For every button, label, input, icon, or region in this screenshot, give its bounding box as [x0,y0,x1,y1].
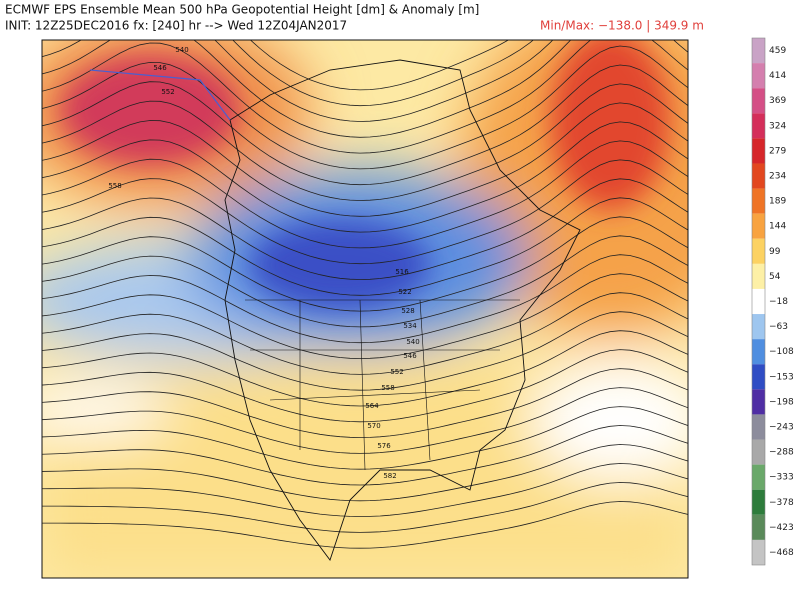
contour [42,64,688,186]
colorbar-label: 144 [769,222,786,232]
colorbar-swatch [752,213,765,239]
contour [42,40,554,122]
contour-label: 576 [377,442,391,450]
colorbar-swatch [752,464,765,490]
contour [42,444,688,502]
contour [42,292,688,375]
contour [42,463,688,518]
contour [42,40,688,138]
colorbar-swatch [752,314,765,340]
contour [42,330,688,407]
contour [42,254,688,344]
contour [42,178,688,280]
coastline [224,59,581,561]
colorbar-label: 189 [769,197,786,207]
colorbar-swatch [752,288,765,315]
colorbar-label: 414 [769,71,786,81]
colorbar-swatch [752,539,765,565]
contour [42,159,688,265]
colorbar-swatch [752,489,765,515]
contour [42,45,688,170]
colorbar-label: −243 [769,422,794,432]
colorbar-label: 234 [769,172,786,182]
colorbar-label: −468 [769,548,794,558]
colorbar-swatch [752,339,765,365]
colorbar-label: 54 [769,272,781,282]
contour-label: 540 [175,46,188,54]
contour [42,216,688,312]
colorbar-swatch [752,263,765,289]
contour [42,140,688,249]
contour-label: 516 [395,268,409,276]
contour [249,40,510,91]
colorbar-label: −423 [769,523,794,533]
colorbar-label: −378 [769,498,794,508]
contour-label: 558 [381,384,394,392]
contour-label: 552 [161,88,174,96]
colorbar-swatch [752,163,765,189]
contour-label: 564 [365,402,379,410]
contour [42,387,688,454]
colorbar-label: −63 [769,322,788,332]
min-max: Min/Max: −138.0 | 349.9 m [540,19,704,33]
colorbar-label: 279 [769,146,786,156]
contour [232,40,534,107]
contour [42,273,688,359]
colorbar-swatch [752,138,765,164]
colorbar-swatch [752,389,765,415]
colorbar-label: 99 [769,247,781,257]
colorbar-label: −108 [769,347,794,357]
colorbar-swatch [752,238,765,264]
title: ECMWF EPS Ensemble Mean 500 hPa Geopoten… [5,3,479,17]
contour [42,102,688,217]
map [42,40,688,578]
contour [42,121,688,233]
contour [42,197,688,296]
contour [42,349,688,423]
contour [42,40,688,154]
contour-label: 570 [367,422,380,430]
colorbar-frame [751,37,766,566]
contour [42,83,688,201]
contour-label: 582 [383,472,396,480]
borders [245,299,520,471]
colorbar-label: 369 [769,96,786,106]
contour-label: 558 [108,182,121,190]
colorbar-swatch [752,38,765,64]
colorbar-swatch [752,514,765,540]
contour-label: 540 [406,338,419,346]
map-frame [41,39,689,579]
contour-label: 552 [390,368,403,376]
contour-label: 546 [153,64,167,72]
colorbar-swatch [752,364,765,390]
contour [42,368,688,439]
colorbar-swatch [752,414,765,440]
contour-label: 522 [398,288,411,296]
contour-label: 546 [403,352,417,360]
colorbar: 459 414 369 324 279 234 189 144 99 54 −18 −63 −108 −1… [751,37,794,566]
colorbar-label: 459 [769,46,786,56]
init-line: INIT: 12Z25DEC2016 fx: [240] hr --> Wed … [5,19,347,33]
contour [42,482,688,533]
colorbar-swatch [752,113,765,139]
colorbar-label: −288 [769,448,794,458]
colorbar-swatch [752,88,765,114]
contour-label: 528 [401,307,414,315]
colorbar-swatch [752,63,765,89]
colorbar-label: −18 [769,297,788,307]
colorbar-swatch [752,188,765,214]
colorbar-label: −198 [769,397,794,407]
colorbar-label: 324 [769,121,786,131]
contour [42,501,688,549]
contour [42,311,688,391]
contour-label: 534 [403,322,417,330]
colorbar-swatch [752,439,765,465]
colorbar-label: −333 [769,473,794,483]
colorbar-label: −153 [769,372,794,382]
contour [42,235,688,328]
